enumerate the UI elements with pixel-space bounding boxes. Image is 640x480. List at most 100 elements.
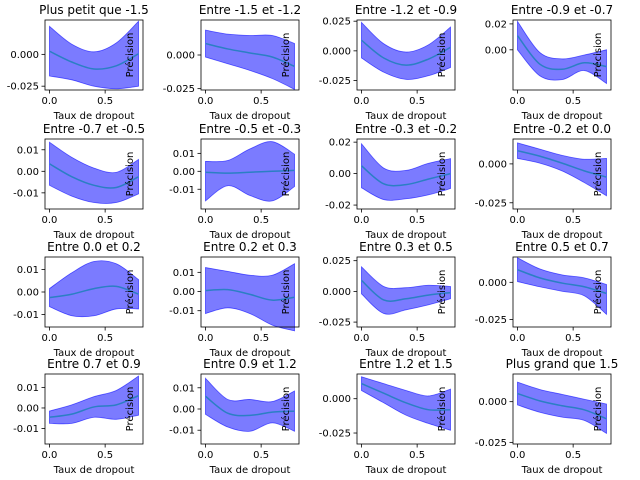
mean-line xyxy=(360,39,451,66)
y-tick-label: 0.025 xyxy=(322,256,351,267)
y-tick-label: 0.00 xyxy=(173,287,195,298)
x-tick-label: 0.5 xyxy=(565,450,581,461)
y-tick-label: 0.000 xyxy=(10,50,39,61)
y-tick-label: -0.025 xyxy=(319,318,351,329)
y-axis-label: Précision xyxy=(280,152,292,197)
mean-line xyxy=(360,165,451,187)
y-tick-label: 0.000 xyxy=(322,287,351,298)
y-tick-label: -0.01 xyxy=(13,424,39,435)
x-axis-label: Taux de dropout xyxy=(365,348,447,359)
subplot: 0.0 0.5 0.01 0.00 -0.01 Entre 0.9 et 1.2 Taux … xyxy=(169,357,300,476)
y-axis-label: Précision xyxy=(280,33,292,78)
x-axis-label: Taux de dropout xyxy=(53,465,135,476)
mean-line xyxy=(49,50,139,70)
x-axis-label: Taux de dropout xyxy=(365,230,447,241)
confidence-band xyxy=(361,142,451,201)
subplot-title: Entre 0.7 et 0.9 xyxy=(47,357,141,371)
subplot: 0.0 0.5 0.000 -0.025 Plus grand que 1.5 Taux … xyxy=(475,357,619,476)
y-tick-label: 0.000 xyxy=(478,278,507,289)
subplot: 0.0 0.5 0.01 0.00 -0.01 Entre 0.7 et 0.9 Taux … xyxy=(13,357,144,476)
y-axis-label: Précision xyxy=(124,33,136,78)
y-tick-label: 0.00 xyxy=(17,403,39,414)
subplot: 0.0 0.5 0.01 0.00 -0.01 Entre -0.7 et -0.5 Tau… xyxy=(13,122,145,241)
subplot-title: Entre -0.7 et -0.5 xyxy=(43,122,145,136)
y-tick-label: 0.01 xyxy=(17,265,39,276)
axes-frame xyxy=(356,19,456,91)
y-tick-label: 0.000 xyxy=(322,394,351,405)
y-tick-label: 0.000 xyxy=(478,159,507,170)
y-tick-label: -0.025 xyxy=(319,76,351,87)
mean-line xyxy=(517,268,607,295)
axes-frame xyxy=(356,373,456,445)
x-tick-label: 0.0 xyxy=(354,96,370,107)
subplot-title: Entre 0.5 et 0.7 xyxy=(515,240,609,254)
y-axis-label: Précision xyxy=(436,33,448,78)
confidence-band xyxy=(205,263,295,332)
x-tick-label: 0.5 xyxy=(409,215,425,226)
subplot-title: Entre 0.0 et 0.2 xyxy=(47,240,141,254)
x-tick-label: 0.5 xyxy=(565,333,581,344)
mean-line xyxy=(516,35,607,71)
y-tick-label: -0.025 xyxy=(475,198,507,209)
x-tick-label: 0.5 xyxy=(409,333,425,344)
axes-frame xyxy=(512,256,612,328)
subplot: 0.0 0.5 0.01 0.00 -0.01 Entre 0.0 et 0.2 Taux … xyxy=(13,240,144,359)
x-tick-label: 0.0 xyxy=(510,333,526,344)
x-axis-label: Taux de dropout xyxy=(209,348,291,359)
x-tick-label: 0.0 xyxy=(510,215,526,226)
y-tick-label: 0.01 xyxy=(173,149,195,160)
mean-line xyxy=(517,392,607,420)
y-tick-label: 0.00 xyxy=(329,169,351,180)
confidence-band xyxy=(517,20,607,85)
x-tick-label: 0.5 xyxy=(97,215,113,226)
mean-line xyxy=(49,394,139,418)
subplot-title: Plus grand que 1.5 xyxy=(506,357,619,371)
y-tick-label: -0.025 xyxy=(319,429,351,440)
x-tick-label: 0.5 xyxy=(97,96,113,107)
x-tick-label: 0.0 xyxy=(42,96,58,107)
axes-frame xyxy=(512,19,612,91)
mean-line xyxy=(204,395,295,417)
subplot-title: Entre -0.9 et -0.7 xyxy=(511,3,613,17)
x-tick-label: 0.0 xyxy=(354,333,370,344)
confidence-band xyxy=(49,20,139,90)
confidence-band xyxy=(49,375,139,425)
y-tick-label: 0.00 xyxy=(17,288,39,299)
y-tick-label: -0.01 xyxy=(169,306,195,317)
subplot: 0.0 0.5 0.02 0.00 -0.02 Entre -0.3 et -0.2 Tau… xyxy=(325,122,457,241)
axes-frame xyxy=(512,373,612,445)
y-tick-label: 0.00 xyxy=(173,167,195,178)
subplot: 0.0 0.5 0.02 0.00 Entre -0.9 et -0.7 Taux de … xyxy=(485,3,613,122)
x-tick-label: 0.5 xyxy=(97,333,113,344)
mean-line xyxy=(49,285,139,299)
x-axis-label: Taux de dropout xyxy=(209,465,291,476)
x-tick-label: 0.0 xyxy=(198,333,214,344)
y-axis-label: Précision xyxy=(124,387,136,432)
x-axis-label: Taux de dropout xyxy=(521,230,603,241)
y-tick-label: 0.02 xyxy=(485,19,507,30)
x-tick-label: 0.5 xyxy=(253,450,269,461)
x-tick-label: 0.0 xyxy=(42,333,58,344)
axes-frame xyxy=(44,19,144,91)
y-tick-label: 0.02 xyxy=(329,138,351,149)
subplot: 0.0 0.5 0.000 -0.025 Entre 1.2 et 1.5 Taux de… xyxy=(319,357,456,476)
subplot-title: Entre -0.3 et -0.2 xyxy=(355,122,457,136)
x-axis-label: Taux de dropout xyxy=(209,230,291,241)
x-axis-label: Taux de dropout xyxy=(521,348,603,359)
y-tick-label: 0.00 xyxy=(17,167,39,178)
subplot: 0.0 0.5 0.000 -0.025 Entre -1.5 et -1.2 Taux … xyxy=(163,3,301,122)
x-tick-label: 0.0 xyxy=(354,215,370,226)
y-axis-label: Précision xyxy=(592,270,604,315)
y-tick-label: 0.01 xyxy=(17,383,39,394)
x-tick-label: 0.5 xyxy=(253,215,269,226)
x-tick-label: 0.0 xyxy=(42,215,58,226)
subplot-title: Entre 0.3 et 0.5 xyxy=(359,240,453,254)
x-axis-label: Taux de dropout xyxy=(365,111,447,122)
x-axis-label: Taux de dropout xyxy=(365,465,447,476)
x-tick-label: 0.0 xyxy=(510,450,526,461)
y-tick-label: 0.01 xyxy=(17,145,39,156)
y-tick-label: -0.01 xyxy=(13,310,39,321)
subplot-title: Entre -0.2 et 0.0 xyxy=(513,122,611,136)
x-tick-label: 0.0 xyxy=(198,450,214,461)
axes-frame xyxy=(512,138,612,210)
